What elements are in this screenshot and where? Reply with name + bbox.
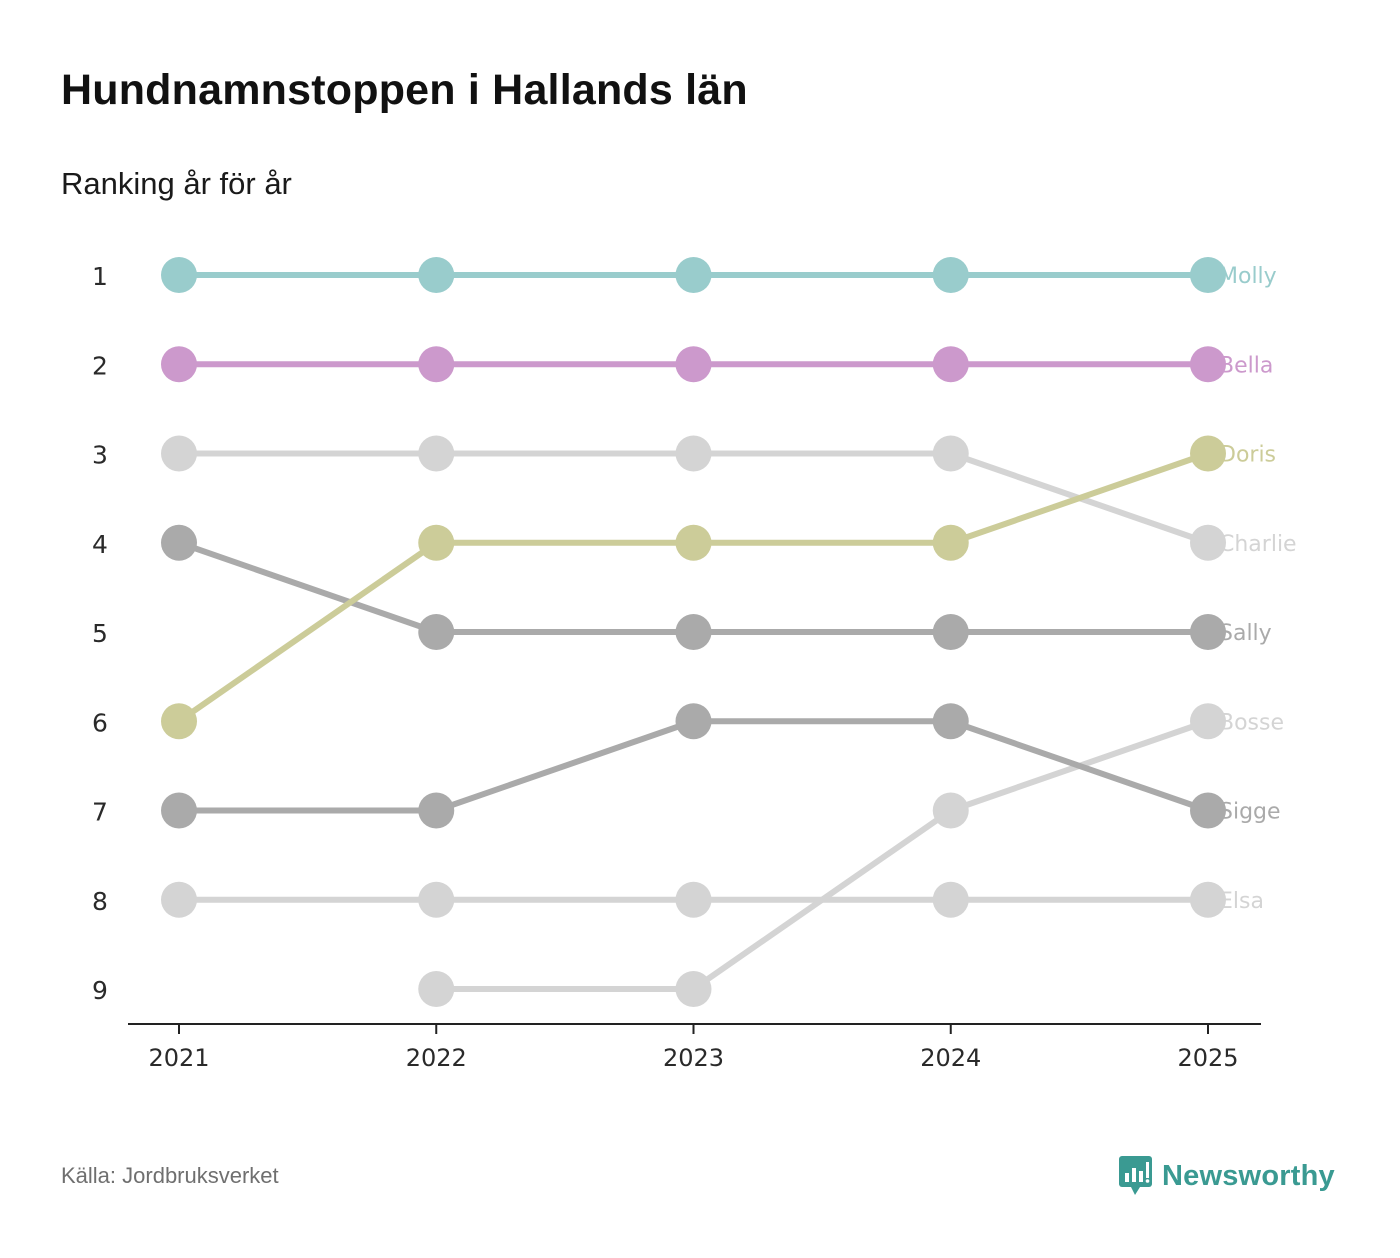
data-point-sally (418, 614, 455, 650)
data-point-molly (1190, 257, 1226, 293)
series-label-elsa: Elsa (1219, 889, 1264, 914)
y-tick-label: 7 (92, 798, 108, 827)
y-tick-label: 5 (92, 619, 108, 648)
y-tick-label: 4 (92, 530, 108, 559)
x-tick-label: 2024 (920, 1044, 981, 1072)
x-tick-label: 2021 (148, 1044, 209, 1072)
data-point-doris (1190, 435, 1226, 472)
brand-logo: Newsworthy (1118, 1154, 1335, 1198)
series-label-sally: Sally (1219, 621, 1272, 646)
data-point-sigge (161, 792, 197, 829)
series-label-charlie: Charlie (1219, 532, 1297, 557)
data-point-sally (932, 614, 969, 650)
data-point-charlie (932, 435, 969, 472)
data-point-sally (161, 524, 197, 561)
data-point-molly (675, 257, 712, 293)
data-point-charlie (1190, 524, 1226, 561)
data-point-charlie (675, 435, 712, 472)
data-point-sigge (932, 703, 969, 740)
y-tick-label: 1 (92, 262, 108, 291)
data-point-elsa (161, 881, 197, 918)
brand-name: Newsworthy (1162, 1159, 1335, 1192)
series-line-sigge (947, 718, 1211, 814)
data-point-sigge (418, 792, 455, 829)
series-label-bosse: Bosse (1219, 710, 1284, 735)
series-label-molly: Molly (1219, 264, 1277, 289)
data-point-bosse (1190, 703, 1226, 740)
series-label-doris: Doris (1219, 443, 1276, 468)
data-point-bella (418, 346, 455, 383)
data-point-sally (675, 614, 712, 650)
data-point-elsa (1190, 881, 1226, 918)
y-tick-label: 3 (92, 441, 108, 470)
data-point-bella (161, 346, 197, 383)
series-label-bella: Bella (1219, 353, 1273, 378)
x-tick-label: 2023 (663, 1044, 724, 1072)
y-tick-label: 2 (92, 351, 108, 380)
chart-title: Hundnamnstoppen i Hallands län (61, 66, 748, 114)
source-note: Källa: Jordbruksverket (61, 1163, 279, 1188)
data-point-molly (161, 257, 197, 293)
y-tick-label: 8 (92, 887, 108, 916)
chart-subtitle: Ranking år för år (61, 166, 292, 201)
data-point-bella (1190, 346, 1226, 383)
data-point-elsa (675, 881, 712, 918)
data-point-bosse (418, 971, 455, 1007)
x-tick-label: 2025 (1177, 1044, 1238, 1072)
data-point-charlie (418, 435, 455, 472)
data-point-sally (1190, 614, 1226, 650)
data-point-elsa (418, 881, 455, 918)
newsworthy-icon (1119, 1156, 1152, 1195)
data-point-bella (932, 346, 969, 383)
data-point-doris (932, 524, 969, 561)
data-point-sigge (1190, 792, 1226, 829)
series-line-sigge (433, 718, 697, 814)
data-point-elsa (932, 881, 969, 918)
data-point-sigge (675, 703, 712, 740)
data-point-doris (675, 524, 712, 561)
data-point-doris (418, 524, 455, 561)
series-line-doris (947, 450, 1211, 546)
series-line-sally (176, 539, 440, 635)
data-point-charlie (161, 435, 197, 472)
data-point-bosse (932, 792, 969, 829)
series-line-doris (176, 539, 440, 725)
y-tick-label: 9 (92, 976, 108, 1005)
y-tick-label: 6 (92, 708, 108, 737)
x-tick-label: 2022 (406, 1044, 467, 1072)
data-point-doris (161, 703, 197, 740)
data-point-bosse (675, 971, 712, 1007)
data-point-molly (932, 257, 969, 293)
series-label-sigge: Sigge (1219, 800, 1281, 825)
data-point-molly (418, 257, 455, 293)
data-point-bella (675, 346, 712, 383)
